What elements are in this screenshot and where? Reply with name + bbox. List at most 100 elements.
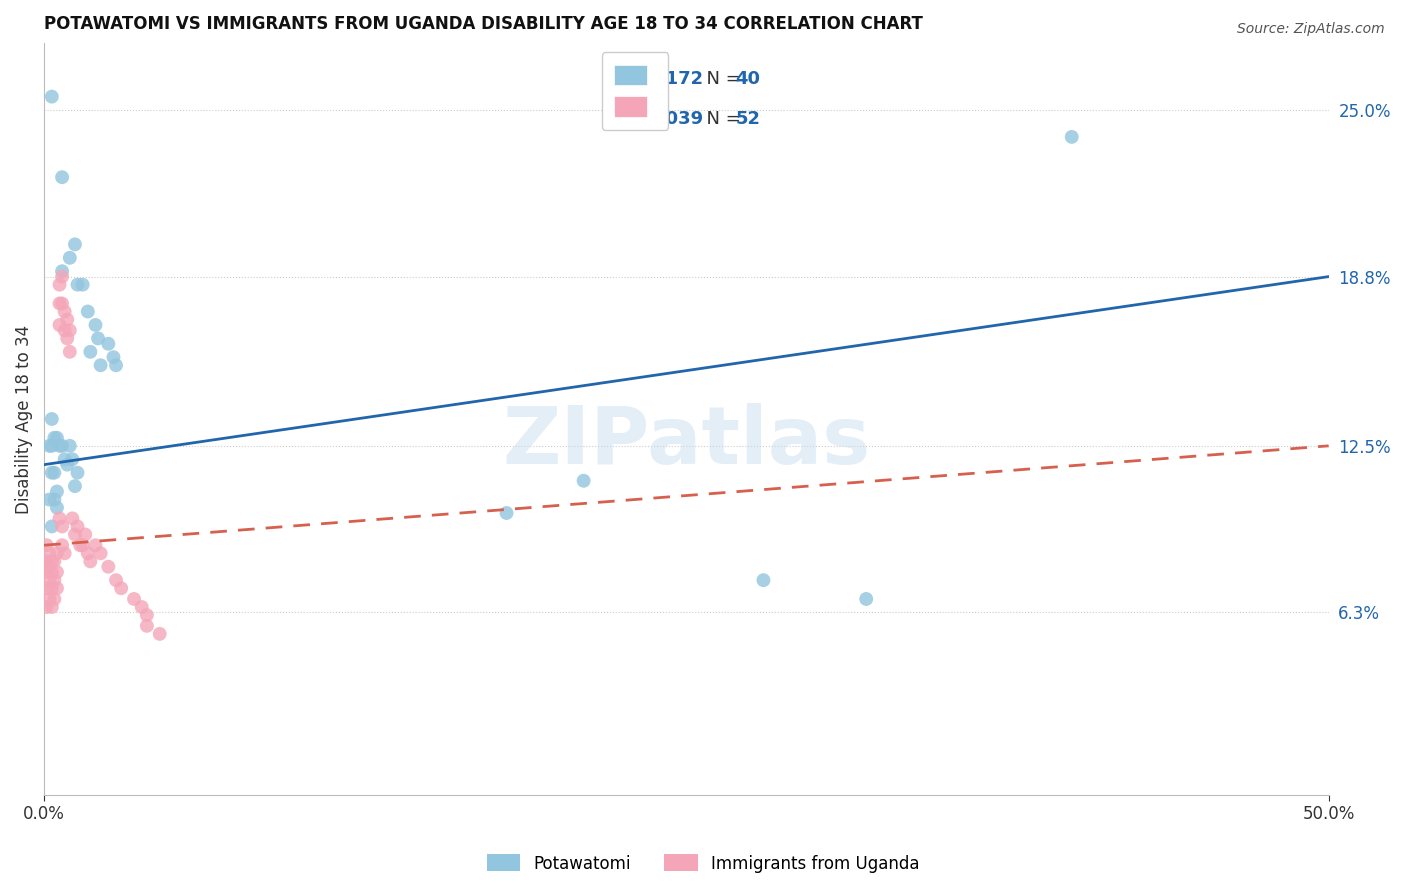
Point [87, 331, 110, 345]
Point [131, 600, 153, 615]
Point [46, 546, 69, 560]
Text: 0.172: 0.172 [640, 70, 703, 88]
Point [44, 554, 66, 568]
Point [44, 431, 66, 445]
Point [35, 538, 58, 552]
Point [46, 565, 69, 579]
Legend: , : , [602, 52, 668, 129]
Point [46, 484, 69, 499]
Point [44, 466, 66, 480]
Point [59, 251, 82, 265]
Text: POTAWATOMI VS IMMIGRANTS FROM UGANDA DISABILITY AGE 18 TO 34 CORRELATION CHART: POTAWATOMI VS IMMIGRANTS FROM UGANDA DIS… [44, 15, 922, 33]
Point [110, 581, 132, 595]
Point [84, 318, 107, 332]
Point [66, 466, 89, 480]
Point [51, 439, 73, 453]
Text: Source: ZipAtlas.com: Source: ZipAtlas.com [1237, 22, 1385, 37]
Point [752, 573, 775, 587]
Point [48, 511, 70, 525]
Point [90, 358, 112, 372]
Point [79, 344, 101, 359]
Point [41, 466, 63, 480]
Point [51, 519, 73, 533]
Point [105, 573, 128, 587]
Point [103, 350, 125, 364]
Point [66, 277, 89, 292]
Point [84, 538, 107, 552]
Point [41, 565, 63, 579]
Point [63, 237, 86, 252]
Point [48, 439, 70, 453]
Point [56, 312, 79, 326]
Text: ZIPatlas: ZIPatlas [502, 402, 870, 481]
Point [90, 546, 112, 560]
Point [66, 519, 89, 533]
Point [38, 546, 60, 560]
Point [35, 554, 58, 568]
Point [59, 439, 82, 453]
Point [1060, 129, 1083, 144]
Point [69, 538, 91, 552]
Point [76, 546, 98, 560]
Point [53, 546, 76, 560]
Point [63, 527, 86, 541]
Point [46, 431, 69, 445]
Point [149, 627, 172, 641]
Point [53, 323, 76, 337]
Point [56, 331, 79, 345]
Point [105, 358, 128, 372]
Text: R =: R = [616, 110, 655, 128]
Point [41, 581, 63, 595]
Point [51, 538, 73, 552]
Point [46, 500, 69, 515]
Point [76, 304, 98, 318]
Point [48, 318, 70, 332]
Text: 40: 40 [735, 70, 761, 88]
Point [51, 264, 73, 278]
Point [122, 591, 145, 606]
Point [572, 474, 595, 488]
Point [41, 412, 63, 426]
Point [75, 527, 97, 541]
Point [35, 581, 58, 595]
Point [51, 296, 73, 310]
Point [855, 591, 877, 606]
Point [41, 600, 63, 615]
Point [35, 600, 58, 615]
Point [38, 559, 60, 574]
Point [60, 511, 83, 525]
Point [59, 323, 82, 337]
Point [44, 492, 66, 507]
Text: N =: N = [696, 110, 747, 128]
Point [44, 591, 66, 606]
Point [495, 506, 517, 520]
Point [51, 269, 73, 284]
Y-axis label: Disability Age 18 to 34: Disability Age 18 to 34 [15, 325, 32, 514]
Point [48, 277, 70, 292]
Point [38, 492, 60, 507]
Point [56, 458, 79, 472]
Point [97, 559, 120, 574]
Point [46, 581, 69, 595]
Legend: Potawatomi, Immigrants from Uganda: Potawatomi, Immigrants from Uganda [479, 847, 927, 880]
Point [72, 277, 94, 292]
Point [35, 565, 58, 579]
Point [51, 170, 73, 185]
Point [59, 344, 82, 359]
Point [41, 89, 63, 103]
Point [48, 296, 70, 310]
Point [38, 591, 60, 606]
Text: 0.039: 0.039 [640, 110, 703, 128]
Point [79, 554, 101, 568]
Point [53, 304, 76, 318]
Point [97, 336, 120, 351]
Point [38, 573, 60, 587]
Text: R =: R = [616, 70, 655, 88]
Point [135, 619, 157, 633]
Point [41, 554, 63, 568]
Point [38, 439, 60, 453]
Point [63, 479, 86, 493]
Point [53, 452, 76, 467]
Text: 52: 52 [735, 110, 761, 128]
Point [60, 452, 83, 467]
